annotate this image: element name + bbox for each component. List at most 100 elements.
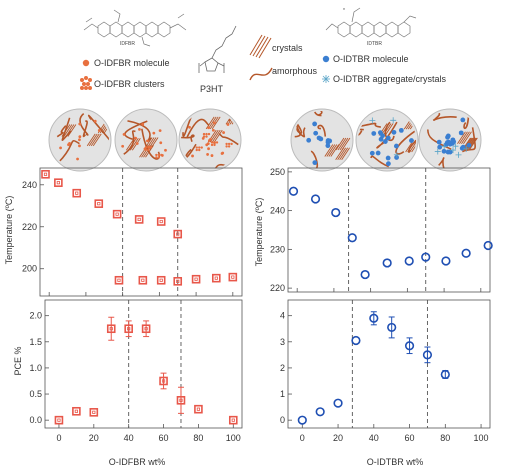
data-point xyxy=(404,341,415,351)
data-point-inner xyxy=(176,279,180,283)
data-point xyxy=(156,217,166,226)
data-point-inner xyxy=(127,327,131,331)
y-tick-label: 230 xyxy=(270,244,285,254)
data-point xyxy=(94,199,104,208)
x-tick-label: 40 xyxy=(124,433,134,443)
data-point-inner xyxy=(196,407,201,411)
x-tick-label: 20 xyxy=(333,433,343,443)
ifbr-molecule-label: O-IDFBR molecule xyxy=(94,58,170,68)
y-tick-label: 240 xyxy=(270,206,285,216)
y-tick-label: 3 xyxy=(280,337,285,347)
ifbr-clusters-label: O-IDFBR clusters xyxy=(94,79,165,89)
x-tick-label: 100 xyxy=(226,433,241,443)
data-point xyxy=(89,408,99,417)
legend-section: IDFBR IDTBR * O-IDFBR molecule O-IDFBR c… xyxy=(80,7,447,94)
data-point xyxy=(72,188,82,198)
x-tick-label: 80 xyxy=(440,433,450,443)
idtbr-molecule-icon xyxy=(322,55,330,63)
x-tick-label: 60 xyxy=(405,433,415,443)
idtbr-structure-icon xyxy=(325,7,417,38)
x-tick-label: 0 xyxy=(56,433,61,443)
y-tick-label: 220 xyxy=(22,222,37,232)
morphology-circle xyxy=(290,108,354,172)
tl-ylabel: Temperature (ºC) xyxy=(4,196,14,265)
data-point xyxy=(141,324,151,334)
data-point xyxy=(159,376,168,386)
data-point xyxy=(173,229,183,239)
data-point xyxy=(315,407,325,417)
x-tick-label: 20 xyxy=(89,433,99,443)
data-point-inner xyxy=(56,181,60,185)
data-point-inner xyxy=(176,232,180,236)
data-point xyxy=(347,233,357,243)
idtbr-structure-label: IDTBR xyxy=(367,41,382,47)
y-tick-label: 240 xyxy=(22,180,37,190)
y-tick-label: 0.0 xyxy=(29,415,42,425)
data-point xyxy=(228,415,238,425)
y-tick-label: 2.0 xyxy=(29,311,42,321)
data-point-inner xyxy=(92,410,96,414)
plot-frame xyxy=(44,299,243,429)
chart-tl: 200 220 240 xyxy=(22,167,243,297)
data-point-inner xyxy=(179,398,183,402)
data-point xyxy=(360,269,370,280)
plot-frame xyxy=(287,167,491,293)
data-point xyxy=(41,169,50,179)
data-point xyxy=(331,207,341,218)
data-point xyxy=(124,324,133,334)
morphology-circle xyxy=(178,108,242,172)
morphology-circle xyxy=(418,108,482,172)
chart-tr: 220 230 240 250 xyxy=(270,167,493,293)
y-tick-label: 200 xyxy=(22,264,37,274)
data-point xyxy=(387,322,397,333)
data-point-inner xyxy=(231,275,235,279)
p3ht-label: P3HT xyxy=(200,84,224,94)
data-point xyxy=(461,248,471,258)
y-tick-label: 220 xyxy=(270,283,285,293)
y-tick-label: 2 xyxy=(280,363,285,373)
data-point-inner xyxy=(159,219,163,224)
data-point xyxy=(106,324,116,334)
data-point-inner xyxy=(97,202,101,206)
data-point xyxy=(173,277,183,286)
asterisk-mark: * xyxy=(343,8,345,14)
plot-frame xyxy=(39,167,243,297)
data-point-inner xyxy=(109,327,113,331)
data-point xyxy=(288,186,299,196)
idtbr-aggregate-icon xyxy=(322,75,330,83)
data-point-inner xyxy=(137,217,141,222)
morphology-circle xyxy=(355,108,419,172)
data-point-inner xyxy=(231,418,235,422)
br-xlabel: O-IDTBR wt% xyxy=(367,457,424,467)
data-point xyxy=(333,398,343,408)
tr-ylabel: Temperature (ºC) xyxy=(254,198,264,267)
idtbr-molecule-label: O-IDTBR molecule xyxy=(333,54,409,64)
data-point xyxy=(382,258,392,268)
data-point xyxy=(194,404,203,414)
data-point xyxy=(134,215,144,224)
data-point xyxy=(54,415,64,425)
bl-xlabel: O-IDFBR wt% xyxy=(109,457,166,467)
x-tick-label: 80 xyxy=(193,433,203,443)
p3ht-structure-icon xyxy=(198,25,237,73)
data-point xyxy=(54,178,63,187)
crystals-label: crystals xyxy=(272,43,303,53)
crystals-icon xyxy=(249,34,272,59)
ifbr-structure-icon xyxy=(83,9,187,47)
data-point xyxy=(422,350,433,360)
y-tick-label: 4 xyxy=(280,311,285,321)
y-tick-label: 0 xyxy=(280,415,285,425)
data-point-inner xyxy=(214,276,218,280)
data-point xyxy=(421,252,431,262)
data-point xyxy=(228,272,238,282)
data-point xyxy=(441,256,451,266)
ifbr-cluster-icon xyxy=(80,76,92,90)
data-point-inner xyxy=(141,278,145,282)
data-point-inner xyxy=(161,379,166,383)
data-point-inner xyxy=(117,278,121,282)
morphology-circles xyxy=(48,108,482,172)
data-point xyxy=(114,275,124,285)
data-point xyxy=(297,415,307,425)
